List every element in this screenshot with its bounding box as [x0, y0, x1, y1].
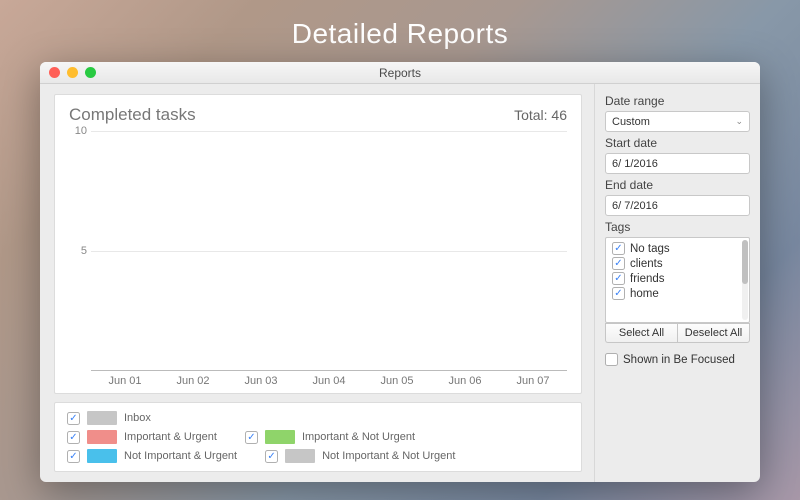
tag-checkbox[interactable]	[612, 272, 625, 285]
tags-scrollbar[interactable]	[742, 240, 748, 320]
chart-title: Completed tasks	[69, 105, 196, 125]
window-titlebar: Reports	[40, 62, 760, 84]
tag-label: home	[630, 288, 659, 300]
hero-title: Detailed Reports	[0, 0, 800, 64]
start-date-value: 6/ 1/2016	[612, 158, 658, 170]
legend-checkbox[interactable]	[67, 412, 80, 425]
tag-label: clients	[630, 258, 663, 270]
legend-label: Important & Urgent	[124, 431, 217, 443]
legend-swatch	[87, 411, 117, 425]
legend-label: Important & Not Urgent	[302, 431, 415, 443]
x-tick-label: Jun 06	[444, 375, 486, 387]
traffic-lights	[40, 67, 96, 78]
legend-item: Not Important & Urgent	[67, 449, 237, 463]
tag-row[interactable]: home	[610, 286, 745, 301]
end-date-value: 6/ 7/2016	[612, 200, 658, 212]
window-content: Completed tasks Total: 46 510 Jun 01Jun …	[40, 84, 760, 482]
legend-item: Important & Not Urgent	[245, 430, 415, 444]
legend-item: Important & Urgent	[67, 430, 217, 444]
x-tick-label: Jun 03	[240, 375, 282, 387]
end-date-label: End date	[605, 178, 750, 192]
legend-swatch	[285, 449, 315, 463]
tag-checkbox[interactable]	[612, 257, 625, 270]
y-tick-label: 10	[75, 125, 87, 137]
date-range-select[interactable]: Custom ⌄	[605, 111, 750, 132]
tag-label: friends	[630, 273, 665, 285]
y-tick-label: 5	[81, 245, 87, 257]
sidebar-panel: Date range Custom ⌄ Start date 6/ 1/2016…	[594, 84, 760, 482]
minimize-icon[interactable]	[67, 67, 78, 78]
legend-item: Inbox	[67, 411, 151, 425]
tags-label: Tags	[605, 220, 750, 234]
x-tick-label: Jun 02	[172, 375, 214, 387]
shown-label: Shown in Be Focused	[623, 354, 735, 366]
chart-x-axis: Jun 01 Jun 02 Jun 03 Jun 04 Jun 05 Jun 06 Jun …	[69, 375, 567, 387]
legend-checkbox[interactable]	[245, 431, 258, 444]
legend-swatch	[87, 430, 117, 444]
chart-plot: 510	[69, 131, 567, 371]
reports-window: Reports Completed tasks Total: 46 510 Ju…	[40, 62, 760, 482]
tag-row[interactable]: friends	[610, 271, 745, 286]
chevron-down-icon: ⌄	[735, 116, 743, 127]
x-tick-label: Jun 05	[376, 375, 418, 387]
start-date-label: Start date	[605, 136, 750, 150]
chart-total: Total: 46	[514, 107, 567, 123]
legend-swatch	[87, 449, 117, 463]
main-panel: Completed tasks Total: 46 510 Jun 01Jun …	[40, 84, 594, 482]
tag-checkbox[interactable]	[612, 242, 625, 255]
legend-checkbox[interactable]	[67, 431, 80, 444]
chart-y-axis: 510	[69, 131, 91, 371]
x-tick-label: Jun 07	[512, 375, 554, 387]
legend-panel: Inbox Important & Urgent Important & Not …	[54, 402, 582, 472]
tag-row[interactable]: No tags	[610, 241, 745, 256]
close-icon[interactable]	[49, 67, 60, 78]
date-range-label: Date range	[605, 94, 750, 108]
window-title: Reports	[40, 66, 760, 80]
date-range-value: Custom	[612, 116, 650, 128]
x-tick-label: Jun 01	[104, 375, 146, 387]
tag-row[interactable]: clients	[610, 256, 745, 271]
deselect-all-button[interactable]: Deselect All	[677, 323, 750, 343]
legend-swatch	[265, 430, 295, 444]
tags-listbox: No tags clients friends home	[605, 237, 750, 323]
chart-plot-area	[91, 131, 567, 371]
x-tick-label: Jun 04	[308, 375, 350, 387]
legend-label: Not Important & Urgent	[124, 450, 237, 462]
shown-checkbox[interactable]	[605, 353, 618, 366]
chart-panel: Completed tasks Total: 46 510 Jun 01Jun …	[54, 94, 582, 394]
zoom-icon[interactable]	[85, 67, 96, 78]
legend-checkbox[interactable]	[265, 450, 278, 463]
end-date-input[interactable]: 6/ 7/2016	[605, 195, 750, 216]
select-all-button[interactable]: Select All	[605, 323, 677, 343]
legend-label: Inbox	[124, 412, 151, 424]
legend-label: Not Important & Not Urgent	[322, 450, 455, 462]
tag-label: No tags	[630, 243, 670, 255]
legend-item: Not Important & Not Urgent	[265, 449, 455, 463]
legend-checkbox[interactable]	[67, 450, 80, 463]
start-date-input[interactable]: 6/ 1/2016	[605, 153, 750, 174]
tag-checkbox[interactable]	[612, 287, 625, 300]
